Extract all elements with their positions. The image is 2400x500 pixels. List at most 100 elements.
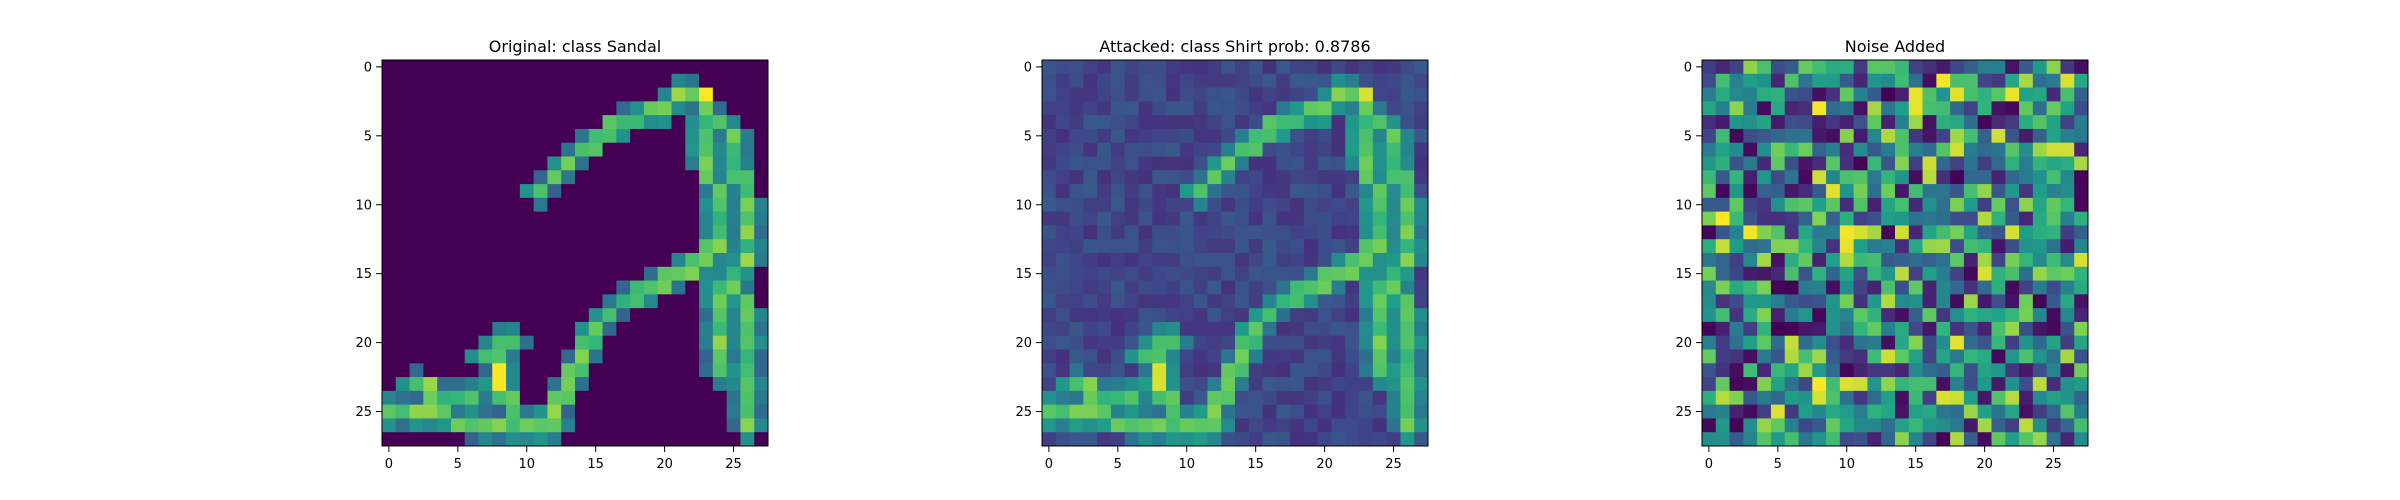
heatmap-cell (643, 432, 659, 447)
heatmap-cells (1702, 60, 2089, 447)
y-tick-label: 10 (355, 198, 372, 213)
heatmap-cell (1812, 404, 1827, 419)
heatmap-cell (1936, 335, 1951, 350)
heatmap-cell (712, 60, 728, 75)
heatmap-cell (1743, 418, 1758, 433)
heatmap-cell (1152, 211, 1167, 226)
heatmap-cell (1784, 239, 1799, 254)
heatmap-cell (643, 170, 659, 185)
heatmap-cell (1757, 184, 1772, 199)
y-tick-label: 20 (1675, 336, 1692, 351)
heatmap-cell (575, 73, 590, 88)
heatmap-cell (1881, 377, 1896, 392)
heatmap-cell (478, 156, 493, 171)
heatmap-cell (1124, 335, 1139, 350)
heatmap-cell (1152, 418, 1167, 433)
heatmap-cell (1867, 142, 1882, 157)
heatmap-cell (1179, 73, 1195, 88)
heatmap-cell (1083, 280, 1098, 295)
heatmap-cell (1124, 418, 1139, 433)
heatmap-cell (712, 266, 728, 281)
heatmap-cell (1895, 432, 1910, 447)
heatmap-cell (1248, 170, 1263, 185)
heatmap-cell (1331, 211, 1346, 226)
heatmap-cell (2046, 87, 2061, 102)
heatmap-cell (1083, 363, 1098, 378)
heatmap-cell (1922, 211, 1937, 226)
heatmap-cell (1702, 211, 1717, 226)
heatmap-cell (1303, 142, 1319, 157)
heatmap-cell (1221, 253, 1236, 268)
heatmap-cell (1963, 211, 1979, 226)
heatmap-cell (754, 321, 769, 337)
heatmap-cell (1372, 377, 1388, 392)
heatmap-cell (1743, 156, 1758, 171)
heatmap-cell (1702, 115, 1717, 130)
heatmap-cell (1166, 142, 1181, 157)
heatmap-cell (1784, 225, 1799, 240)
heatmap-cell (1400, 156, 1415, 171)
heatmap-cell (1922, 184, 1937, 199)
heatmap-cell (1193, 60, 1208, 75)
y-tick-label: 15 (1015, 267, 1032, 282)
heatmap-cell (754, 73, 769, 88)
heatmap-cell (1179, 390, 1195, 406)
heatmap-cell (1715, 60, 1730, 75)
heatmap-cell (1166, 115, 1181, 130)
heatmap-cell (1991, 253, 2006, 268)
heatmap-cell (1757, 280, 1772, 295)
heatmap-cell (616, 156, 631, 171)
heatmap-cell (616, 432, 631, 447)
heatmap-cell (657, 432, 672, 447)
heatmap-cell (1372, 390, 1388, 406)
heatmap-cell (630, 197, 645, 213)
heatmap-cell (1743, 253, 1758, 268)
heatmap-cell (1908, 404, 1923, 419)
heatmap-cell (1908, 321, 1923, 337)
heatmap-cell (740, 115, 755, 130)
heatmap-cell (643, 253, 659, 268)
heatmap-cell (395, 156, 410, 171)
heatmap-cell (685, 377, 700, 392)
heatmap-cell (1936, 390, 1951, 406)
heatmap-cell (1069, 170, 1084, 185)
heatmap-cell (506, 184, 521, 199)
heatmap-cell (602, 156, 617, 171)
heatmap-cell (671, 349, 686, 364)
heatmap-cell (464, 390, 479, 406)
heatmap-cell (1881, 418, 1896, 433)
heatmap-cell (712, 308, 728, 323)
heatmap-cell (657, 404, 672, 419)
heatmap-cell (1729, 321, 1744, 337)
heatmap-cell (1853, 294, 1868, 309)
heatmap-cell (1908, 128, 1923, 144)
heatmap-cell (382, 128, 397, 144)
heatmap-cell (685, 60, 700, 75)
heatmap-cell (1950, 335, 1965, 350)
heatmap-cell (1784, 60, 1799, 75)
heatmap-cell (1743, 363, 1758, 378)
heatmap-cell (409, 321, 424, 337)
heatmap-cell (409, 390, 424, 406)
heatmap-cell (1729, 253, 1744, 268)
heatmap-cell (1798, 128, 1813, 144)
heatmap-cell (1193, 432, 1208, 447)
heatmap-cell (588, 128, 603, 144)
heatmap-cell (1895, 308, 1910, 323)
heatmap-cell (1179, 115, 1195, 130)
heatmap-cell (1303, 363, 1319, 378)
heatmap-cell (616, 197, 631, 213)
heatmap-cell (1262, 197, 1277, 213)
heatmap-cell (1331, 432, 1346, 447)
heatmap-cell (1977, 101, 1992, 116)
heatmap-cell (1303, 432, 1319, 447)
x-tick-label: 10 (1178, 457, 1195, 472)
heatmap-cell (437, 60, 452, 75)
heatmap-cell (1839, 156, 1855, 171)
heatmap-cell (1372, 294, 1388, 309)
heatmap-cell (1715, 73, 1730, 88)
heatmap-cell (1414, 294, 1429, 309)
heatmap-cell (547, 294, 562, 309)
heatmap-cell (519, 60, 535, 75)
heatmap-cell (1303, 225, 1319, 240)
